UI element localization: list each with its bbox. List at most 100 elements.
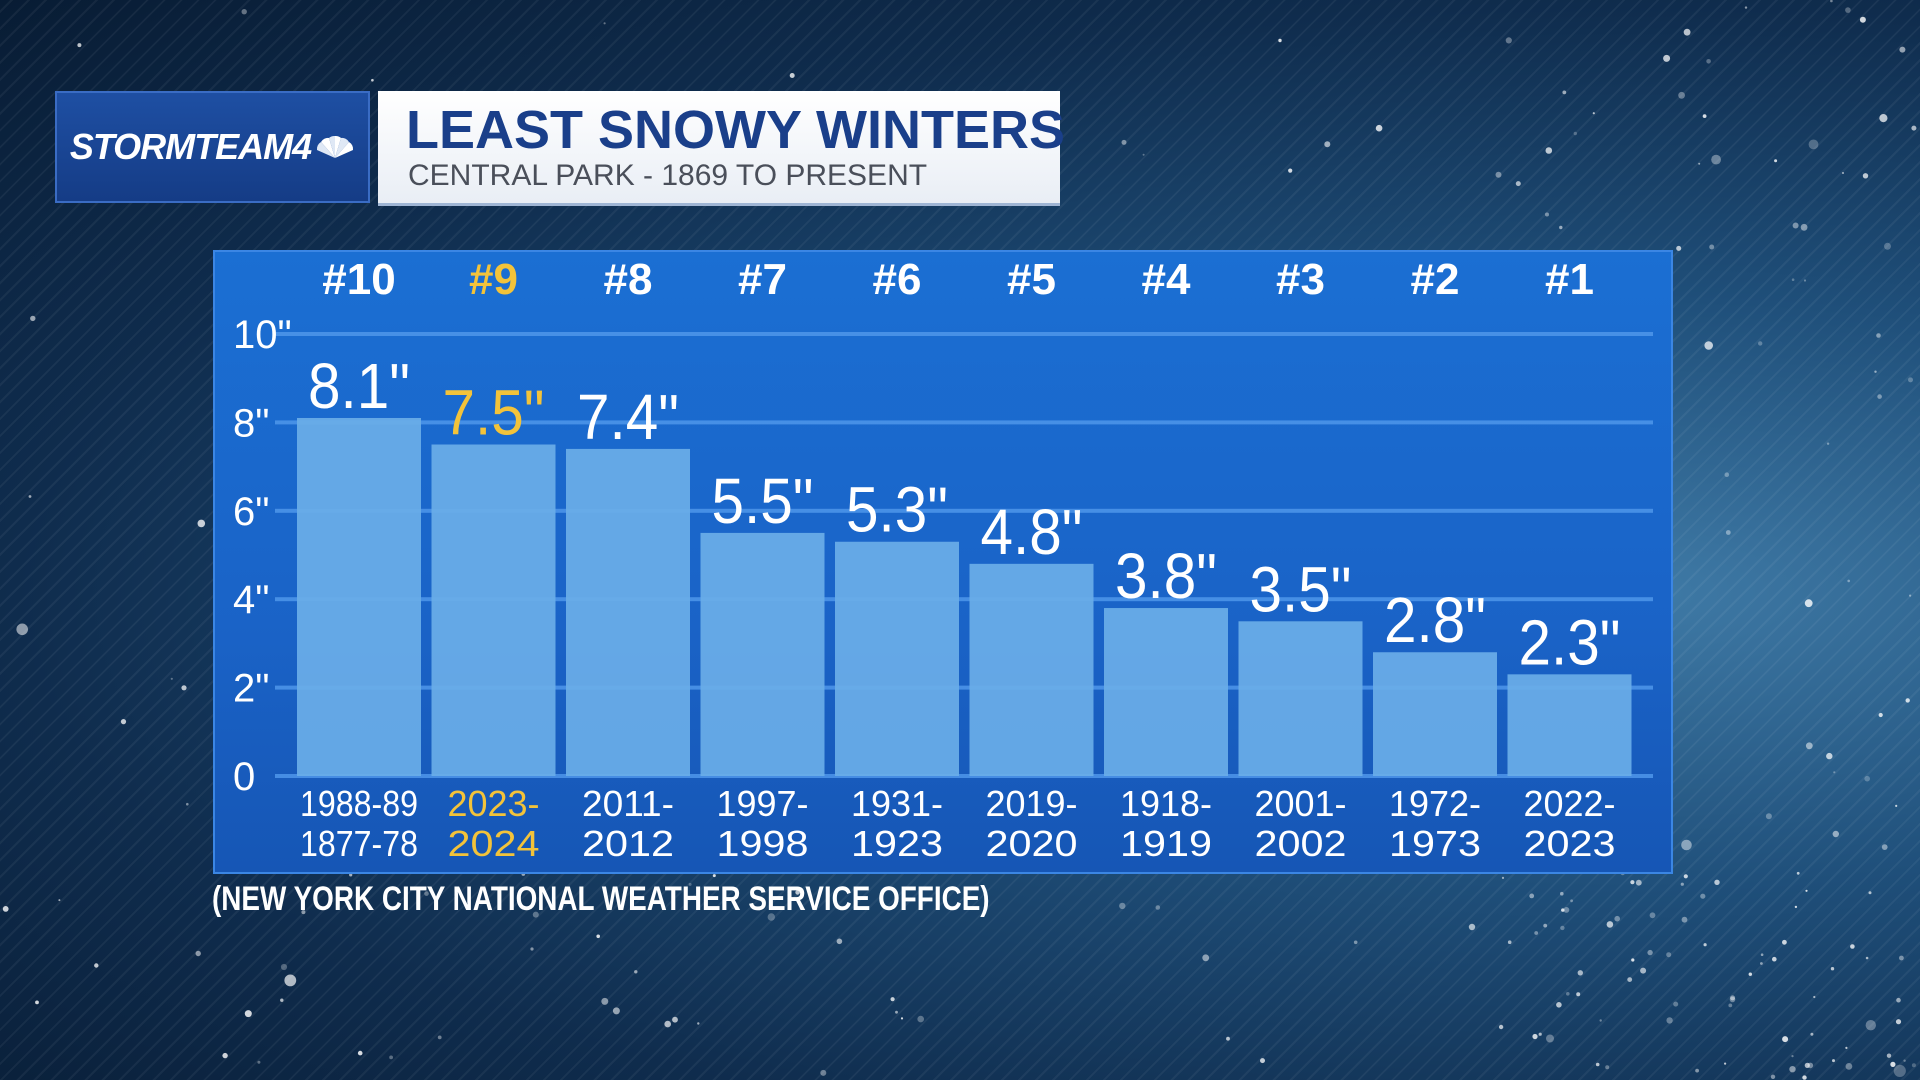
snowflake [1545,147,1553,154]
x-tick-label: 1988-89 [300,783,418,824]
snowflake [1666,1017,1673,1024]
snowflake [1142,153,1145,156]
snowflake [1505,37,1512,44]
snowflake [424,891,429,896]
x-tick-label: 1998 [717,823,809,864]
snowflake [1850,944,1855,949]
snowflake [688,882,692,886]
x-tick-label: 1923 [851,823,943,864]
snowflake [1789,1066,1796,1073]
snowflake [1877,394,1882,399]
snowflake [1595,1062,1600,1067]
snowflake [28,495,32,498]
snowflake [181,685,187,691]
snowflake [1804,1062,1810,1068]
snowflake [1884,242,1891,250]
snowflake [1895,1019,1902,1025]
data-label: 3.5" [1250,553,1352,625]
snowflake [596,934,600,939]
snowflake [1714,879,1720,885]
bar [297,417,421,776]
x-tick-label: 1997- [717,783,809,824]
title-box: LEAST SNOWY WINTERS CENTRAL PARK - 1869 … [378,91,1065,203]
snowflake [1570,899,1573,903]
snowflake [1724,1062,1727,1065]
data-label: 8.1" [308,350,410,422]
snowflake [1865,1019,1877,1031]
snowflake [795,890,800,895]
snowflake [1758,341,1763,346]
snowflake [1842,172,1844,174]
x-tick-label: 2001- [1255,783,1347,824]
x-tick-label: 2002 [1255,823,1347,864]
x-tick-label: 2012 [582,823,674,864]
snowflake [1847,579,1850,583]
logo-text: STORMTEAM4 [69,126,312,167]
snowflake [1895,804,1898,808]
snowflake [1630,880,1635,885]
rank-label: #6 [873,255,922,304]
snowflake [1845,1063,1853,1070]
snowflake [120,719,127,725]
data-label: 7.5" [443,377,545,449]
rank-label: #4 [1142,255,1191,304]
data-label: 3.8" [1115,540,1217,612]
snowflake [1862,173,1869,179]
snowflake [1683,28,1691,36]
snowflake [1792,222,1799,229]
snowflake [1375,124,1383,132]
snowflake [170,677,173,680]
snowflake [603,22,606,25]
snowflake [1556,1002,1562,1008]
chart-subtitle: CENTRAL PARK - 1869 TO PRESENT [408,159,928,192]
snowflake [1538,1032,1542,1036]
gridline [275,420,1653,425]
snowflake [257,1060,261,1064]
snowflake [1121,139,1127,145]
snowflake [301,910,306,915]
snowflake [1830,967,1835,971]
snowflake [16,623,29,636]
data-label: 2.8" [1384,584,1486,656]
snowflake [371,78,374,82]
snowflake [244,1010,252,1018]
snowflake [1908,377,1913,383]
snowflake [437,1035,442,1040]
snowflake [767,913,775,921]
snowflake [1911,1063,1916,1068]
snowflake [1813,995,1816,999]
bar [431,444,556,776]
rank-label: #3 [1276,255,1325,304]
snowflake [1810,1032,1814,1036]
snowflake [1676,245,1682,251]
snowflake [1353,940,1358,945]
snowflake [1680,882,1684,886]
data-label: 5.5" [712,465,814,537]
x-tick-label: 1918- [1120,783,1212,824]
snowflake [697,1022,700,1025]
snowflake [1845,1046,1848,1049]
snowflake [1826,442,1830,445]
x-tick-label: 2011- [582,783,674,824]
snowflake [1782,1036,1789,1043]
snowflake [186,802,189,806]
snowflake [1495,171,1502,178]
bar [969,563,1094,776]
snowflake [1663,54,1671,62]
bar [1373,652,1497,776]
snowflake [1864,775,1870,782]
snowflake [1534,931,1539,935]
x-tick-label: 2022- [1524,783,1616,824]
snowflake [30,315,36,322]
snowflake [1278,38,1282,43]
snowflake [672,1016,678,1023]
snowflake [1909,594,1912,597]
gridline [275,508,1653,513]
snowflake [1760,953,1764,956]
snowflake [1324,141,1331,148]
snowflake [664,1020,671,1028]
snowflake [1748,972,1753,976]
gridline [275,685,1653,690]
snowflake [197,519,206,528]
